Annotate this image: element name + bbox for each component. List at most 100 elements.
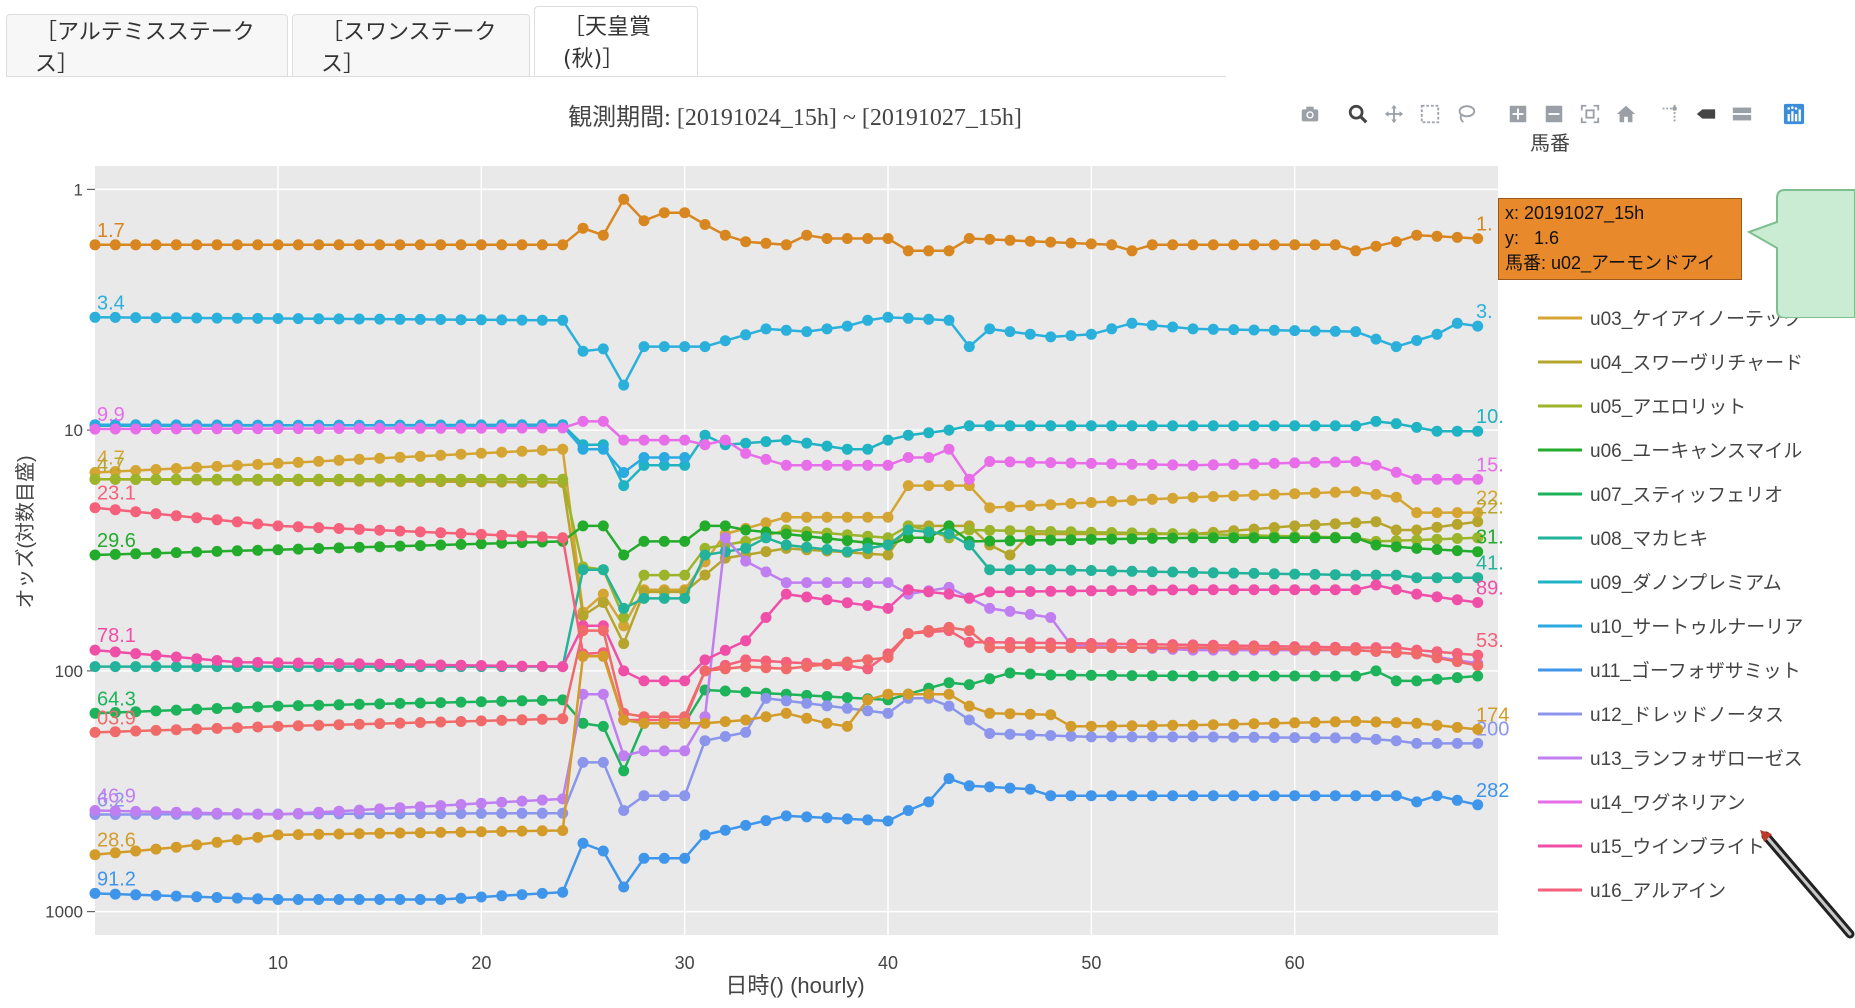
data-point[interactable] bbox=[1146, 790, 1158, 802]
data-point[interactable] bbox=[475, 239, 487, 251]
data-point[interactable] bbox=[455, 473, 467, 485]
data-point[interactable] bbox=[943, 314, 955, 326]
data-point[interactable] bbox=[1187, 239, 1199, 251]
data-point[interactable] bbox=[252, 701, 264, 713]
data-point[interactable] bbox=[252, 423, 264, 435]
data-point[interactable] bbox=[374, 658, 386, 670]
data-point[interactable] bbox=[882, 652, 894, 663]
data-point[interactable] bbox=[170, 547, 182, 559]
data-point[interactable] bbox=[1289, 457, 1301, 469]
data-point[interactable] bbox=[1228, 670, 1240, 682]
data-point[interactable] bbox=[1228, 718, 1240, 730]
data-point[interactable] bbox=[313, 239, 325, 251]
data-point[interactable] bbox=[902, 628, 914, 640]
data-point[interactable] bbox=[150, 724, 162, 736]
data-point[interactable] bbox=[1085, 328, 1097, 340]
data-point[interactable] bbox=[1289, 732, 1301, 744]
data-point[interactable] bbox=[150, 649, 162, 661]
data-point[interactable] bbox=[353, 239, 365, 251]
data-point[interactable] bbox=[862, 654, 874, 666]
data-point[interactable] bbox=[597, 756, 609, 768]
data-point[interactable] bbox=[1065, 585, 1077, 597]
data-point[interactable] bbox=[89, 423, 101, 435]
data-point[interactable] bbox=[475, 696, 487, 708]
data-point[interactable] bbox=[1126, 565, 1138, 577]
data-point[interactable] bbox=[638, 341, 650, 353]
data-point[interactable] bbox=[455, 448, 467, 460]
data-point[interactable] bbox=[577, 625, 589, 637]
data-point[interactable] bbox=[516, 889, 528, 901]
data-point[interactable] bbox=[435, 473, 447, 485]
legend-item[interactable]: u12_ドレッドノータス bbox=[1538, 704, 1784, 726]
data-point[interactable] bbox=[780, 434, 792, 446]
data-point[interactable] bbox=[984, 233, 996, 245]
data-point[interactable] bbox=[1309, 487, 1321, 499]
data-point[interactable] bbox=[475, 826, 487, 838]
data-point[interactable] bbox=[1248, 584, 1260, 596]
data-point[interactable] bbox=[821, 440, 833, 452]
data-point[interactable] bbox=[1329, 239, 1341, 251]
data-point[interactable] bbox=[272, 894, 284, 905]
data-point[interactable] bbox=[191, 661, 203, 673]
data-point[interactable] bbox=[1472, 737, 1484, 749]
data-point[interactable] bbox=[597, 588, 609, 600]
data-point[interactable] bbox=[252, 239, 264, 251]
data-point[interactable] bbox=[1268, 239, 1280, 251]
data-point[interactable] bbox=[557, 807, 569, 819]
data-point[interactable] bbox=[1350, 486, 1362, 498]
data-point[interactable] bbox=[1268, 732, 1280, 743]
data-point[interactable] bbox=[597, 443, 609, 455]
data-point[interactable] bbox=[902, 312, 914, 324]
data-point[interactable] bbox=[516, 473, 528, 485]
autoscale-icon[interactable] bbox=[1576, 100, 1604, 128]
data-point[interactable] bbox=[984, 642, 996, 654]
data-point[interactable] bbox=[658, 790, 670, 802]
data-point[interactable] bbox=[455, 799, 467, 810]
data-point[interactable] bbox=[1411, 588, 1423, 600]
data-point[interactable] bbox=[679, 459, 691, 471]
data-point[interactable] bbox=[862, 542, 874, 554]
data-point[interactable] bbox=[252, 721, 264, 733]
data-point[interactable] bbox=[1004, 708, 1016, 720]
data-point[interactable] bbox=[435, 239, 447, 251]
data-point[interactable] bbox=[638, 215, 650, 227]
data-point[interactable] bbox=[455, 716, 467, 727]
data-point[interactable] bbox=[333, 423, 345, 434]
data-point[interactable] bbox=[1004, 642, 1016, 654]
data-point[interactable] bbox=[679, 790, 691, 802]
data-point[interactable] bbox=[1472, 597, 1484, 608]
data-point[interactable] bbox=[984, 781, 996, 793]
data-point[interactable] bbox=[394, 313, 406, 325]
data-point[interactable] bbox=[536, 422, 548, 434]
data-point[interactable] bbox=[1146, 239, 1158, 251]
data-point[interactable] bbox=[1187, 642, 1199, 654]
data-point[interactable] bbox=[150, 464, 162, 475]
hover-compare-icon[interactable] bbox=[1728, 100, 1756, 128]
data-point[interactable] bbox=[170, 423, 182, 435]
data-point[interactable] bbox=[841, 511, 853, 523]
data-point[interactable] bbox=[1472, 320, 1484, 332]
data-point[interactable] bbox=[211, 722, 223, 734]
data-point[interactable] bbox=[1411, 524, 1423, 536]
home-icon[interactable] bbox=[1612, 100, 1640, 128]
data-point[interactable] bbox=[109, 847, 121, 859]
data-point[interactable] bbox=[1065, 790, 1077, 802]
data-point[interactable] bbox=[313, 313, 325, 325]
data-point[interactable] bbox=[1187, 420, 1199, 432]
data-point[interactable] bbox=[557, 713, 569, 725]
data-point[interactable] bbox=[435, 539, 447, 551]
data-point[interactable] bbox=[313, 543, 325, 554]
data-point[interactable] bbox=[1045, 457, 1057, 469]
data-point[interactable] bbox=[760, 662, 772, 674]
data-point[interactable] bbox=[272, 700, 284, 712]
data-point[interactable] bbox=[374, 473, 386, 485]
data-point[interactable] bbox=[1370, 579, 1382, 591]
data-point[interactable] bbox=[780, 588, 792, 600]
data-point[interactable] bbox=[557, 532, 569, 544]
data-point[interactable] bbox=[1329, 584, 1341, 596]
data-point[interactable] bbox=[618, 714, 630, 726]
data-point[interactable] bbox=[1390, 675, 1402, 687]
data-point[interactable] bbox=[780, 663, 792, 675]
data-point[interactable] bbox=[760, 436, 772, 448]
data-point[interactable] bbox=[1350, 732, 1362, 744]
